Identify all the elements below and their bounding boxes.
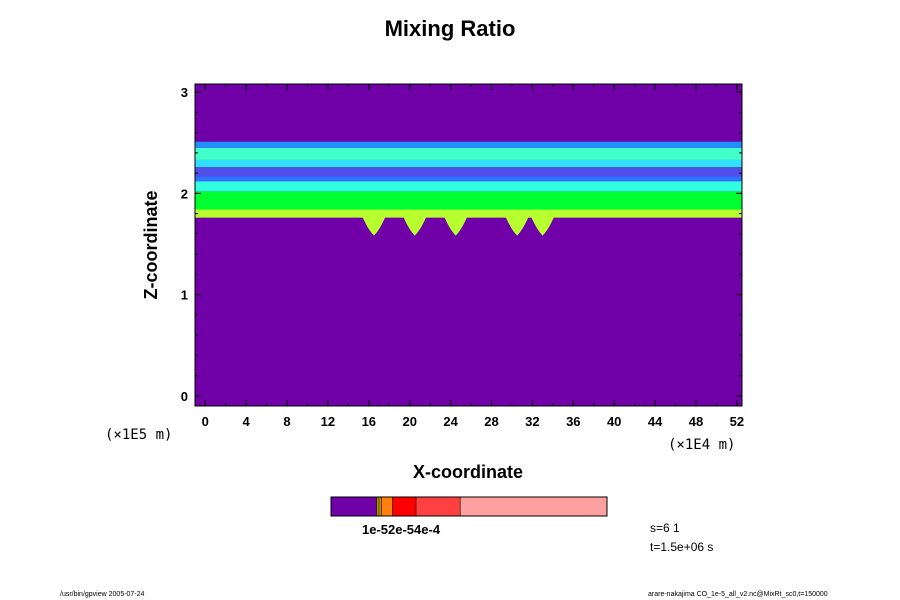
y-tick-label-3: 3 bbox=[181, 85, 188, 100]
mixing-layer-4 bbox=[195, 176, 742, 182]
x-tick-label-4: 16 bbox=[362, 414, 376, 429]
colorbar-segment-1 bbox=[331, 497, 377, 516]
colorbar-segment-8 bbox=[460, 497, 608, 516]
x-tick-label-3: 12 bbox=[321, 414, 335, 429]
y-tick-label-1: 1 bbox=[181, 288, 188, 303]
colorbar bbox=[330, 497, 608, 516]
chart-title: Mixing Ratio bbox=[384, 16, 516, 41]
mixing-layer-2 bbox=[195, 209, 742, 218]
x-tick-label-9: 36 bbox=[566, 414, 580, 429]
x-tick-label-1: 4 bbox=[243, 414, 251, 429]
y-axis: 0 1 2 3 bbox=[181, 85, 742, 404]
mixing-layer-3 bbox=[195, 181, 742, 192]
colorbar-frame bbox=[330, 496, 608, 517]
plot-area bbox=[195, 84, 742, 406]
colorbar-segment-2 bbox=[376, 497, 379, 516]
x-tick-label-11: 44 bbox=[648, 414, 663, 429]
colorbar-segment-7 bbox=[416, 497, 461, 516]
x-tick-label-7: 28 bbox=[484, 414, 498, 429]
plume-3 bbox=[443, 215, 468, 236]
plot-frame bbox=[194, 83, 743, 407]
footer-right: arare-nakajima CO_1e-5_all_v2.nc@MixRt_s… bbox=[648, 591, 828, 598]
mixing-layer-1 bbox=[195, 191, 742, 214]
x-tick-label-5: 20 bbox=[402, 414, 416, 429]
x-tick-label-2: 8 bbox=[283, 414, 290, 429]
x-axis-title: X-coordinate bbox=[413, 462, 523, 482]
x-unit-label: (×1E4 m) bbox=[668, 437, 735, 453]
z-unit-label: (×1E5 m) bbox=[105, 427, 172, 443]
y-tick-label-2: 2 bbox=[181, 186, 188, 201]
plume-2 bbox=[402, 215, 427, 236]
colorbar-segment-3 bbox=[378, 497, 381, 516]
info-s-line: s=6 1 bbox=[650, 521, 680, 535]
plume-4 bbox=[505, 215, 530, 236]
colorbar-label: 1e-52e-54e-4 bbox=[362, 522, 441, 537]
colorbar-segment-5 bbox=[381, 497, 393, 516]
background-field bbox=[195, 84, 742, 406]
x-tick-label-6: 24 bbox=[443, 414, 458, 429]
x-tick-label-12: 48 bbox=[689, 414, 703, 429]
x-tick-label-0: 0 bbox=[202, 414, 209, 429]
mixing-layer-6 bbox=[195, 159, 742, 168]
footer-left: /usr/bin/gpview 2005-07-24 bbox=[60, 591, 145, 598]
mixing-layer-8 bbox=[195, 141, 742, 148]
colorbar-segment-4 bbox=[379, 497, 382, 516]
y-tick-label-0: 0 bbox=[181, 389, 188, 404]
mixing-layer-7 bbox=[195, 147, 742, 160]
plume-5 bbox=[530, 215, 555, 236]
x-tick-label-8: 32 bbox=[525, 414, 539, 429]
x-axis: 0 4 8 12 16 20 24 28 32 36 40 44 48 52 bbox=[202, 84, 744, 429]
x-tick-label-10: 40 bbox=[607, 414, 621, 429]
mixing-layer-5 bbox=[195, 167, 742, 177]
x-tick-label-13: 52 bbox=[730, 414, 744, 429]
info-t-line: t=1.5e+06 s bbox=[650, 540, 713, 554]
plume-1 bbox=[361, 215, 386, 236]
y-axis-title: Z-coordinate bbox=[141, 190, 161, 299]
colorbar-segment-6 bbox=[392, 497, 417, 516]
